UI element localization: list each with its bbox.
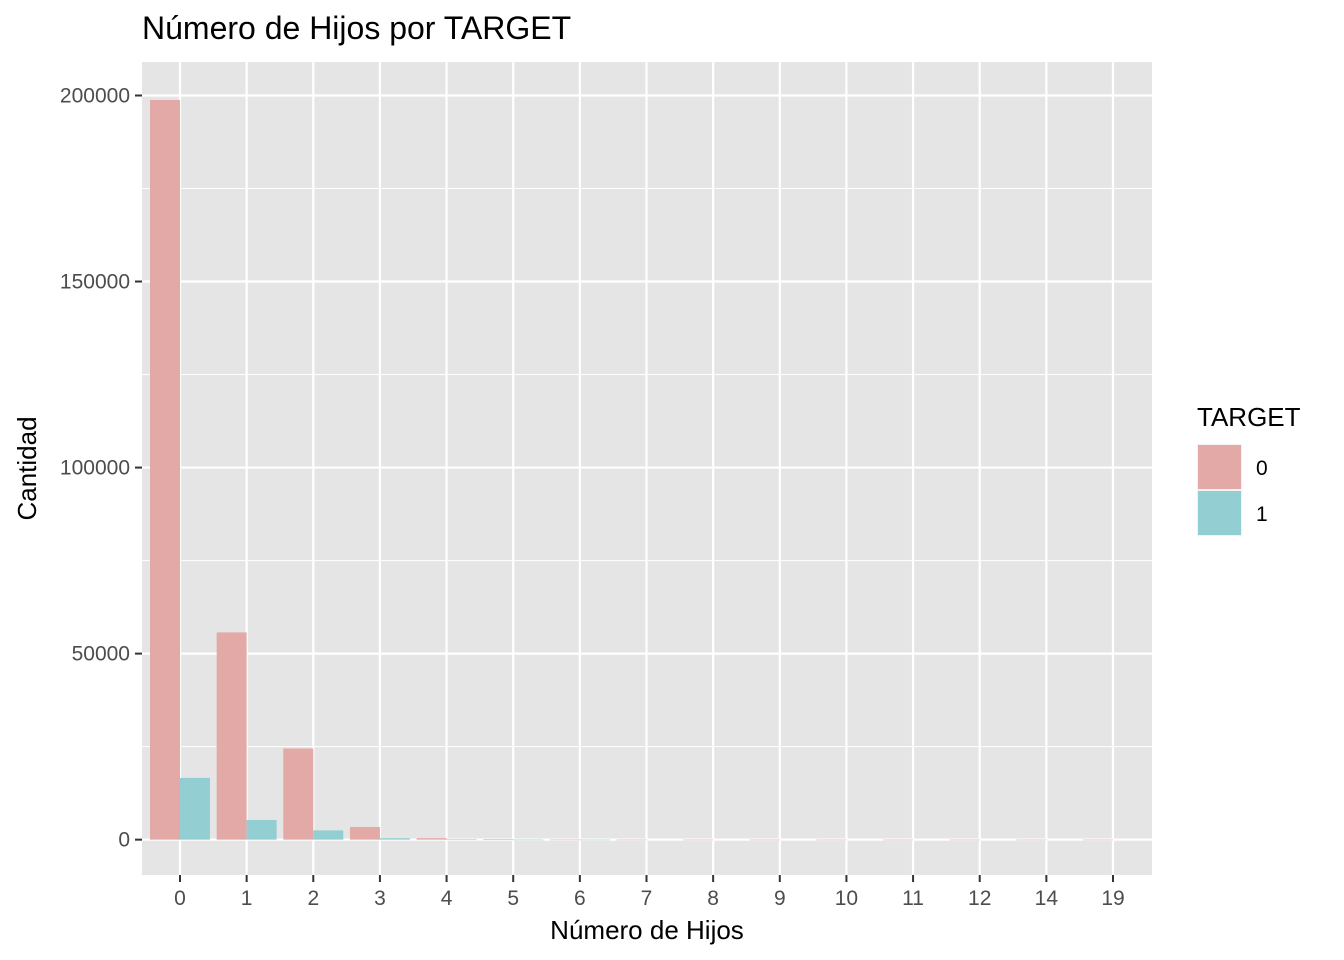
- bar: [883, 839, 914, 841]
- legend: TARGET 01: [1197, 402, 1301, 536]
- bar: [483, 839, 514, 840]
- x-tick-label: 0: [174, 887, 186, 910]
- legend-label: 0: [1256, 457, 1268, 480]
- bar: [513, 839, 544, 841]
- y-tick-label: 50000: [72, 643, 130, 666]
- x-tick-label: 7: [641, 887, 653, 910]
- bar: [683, 839, 714, 841]
- y-tick-label: 100000: [60, 457, 130, 480]
- plot-panel: [142, 62, 1152, 875]
- legend-items: 01: [1197, 444, 1268, 536]
- x-axis-title: Número de Hijos: [550, 915, 744, 945]
- bar: [150, 99, 180, 840]
- bar: [1083, 839, 1113, 841]
- bar: [216, 632, 247, 840]
- y-tick-label: 150000: [60, 271, 130, 294]
- bar: [749, 839, 780, 841]
- bar: [616, 839, 647, 841]
- x-tick-label: 5: [507, 887, 519, 910]
- bar: [416, 838, 447, 840]
- bar: [283, 748, 314, 840]
- legend-key-swatch: [1198, 491, 1241, 535]
- bar: [816, 839, 847, 841]
- x-tick-label: 2: [307, 887, 319, 910]
- bar: [313, 830, 344, 840]
- x-tick-label: 8: [707, 887, 719, 910]
- bar: [1016, 839, 1047, 841]
- x-tick-label: 6: [574, 887, 586, 910]
- x-tick-label: 12: [968, 887, 991, 910]
- y-tick-label: 200000: [60, 84, 130, 107]
- legend-label: 1: [1256, 503, 1268, 526]
- x-tick-label: 19: [1101, 887, 1124, 910]
- bar: [379, 838, 410, 840]
- bars: [150, 99, 1113, 841]
- bar: [579, 839, 610, 841]
- x-tick-label: 11: [902, 887, 924, 910]
- x-tick-label: 10: [835, 887, 858, 910]
- x-tick-label: 14: [1035, 887, 1059, 910]
- x-tick-label: 1: [241, 887, 253, 910]
- chart-title: Número de Hijos por TARGET: [142, 10, 571, 46]
- x-tick-label: 9: [774, 887, 786, 910]
- x-tick-label: 4: [441, 887, 453, 910]
- x-axis: 0 1 2 3 4 5 6 7 8 9 10 11 12 14 19: [174, 875, 1125, 910]
- bar: [446, 839, 477, 841]
- bar: [949, 839, 980, 841]
- bar: [549, 839, 580, 841]
- bar: [246, 819, 277, 840]
- bar: [180, 777, 210, 840]
- legend-title: TARGET: [1197, 402, 1301, 432]
- bar: [349, 827, 380, 840]
- y-axis-title: Cantidad: [12, 416, 42, 520]
- x-tick-label: 3: [374, 887, 386, 910]
- y-tick-label: 0: [118, 829, 130, 852]
- legend-key-swatch: [1198, 445, 1241, 489]
- y-axis: 0 50000 100000 150000 200000: [60, 84, 142, 852]
